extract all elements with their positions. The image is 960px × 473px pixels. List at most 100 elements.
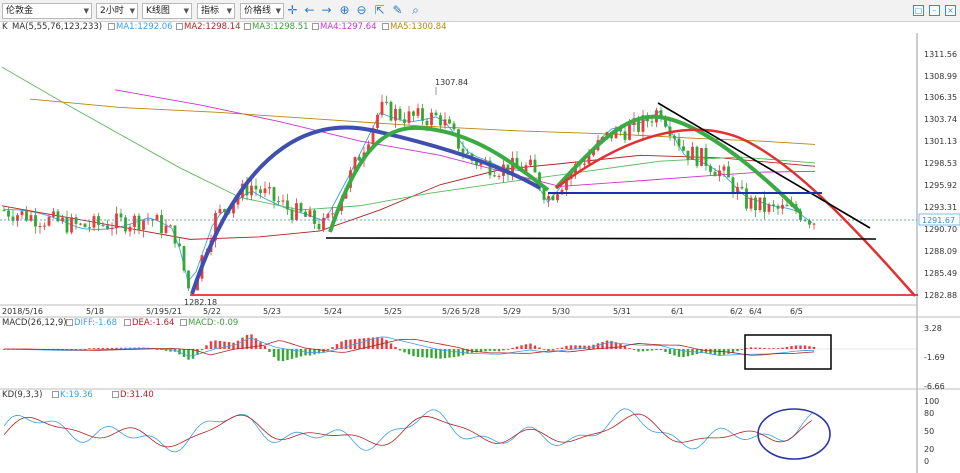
kd-d: D:31.40: [112, 390, 154, 401]
macd-histogram-bar: [461, 349, 465, 356]
macd-tick-label: -6.66: [924, 382, 945, 391]
candle-body: [421, 108, 424, 121]
candle-body: [358, 157, 361, 161]
indicator-value: 指标: [201, 6, 220, 16]
candle-body: [223, 209, 226, 213]
candle-body: [83, 223, 87, 228]
macd-histogram-bar: [776, 348, 780, 349]
ma4-checkbox[interactable]: [312, 23, 319, 30]
macd-histogram-bar: [88, 348, 91, 349]
indicator-select[interactable]: 指标 ▼: [197, 3, 235, 19]
candle-body: [700, 148, 703, 166]
macd-histogram-bar: [349, 339, 352, 349]
x-tick-label: 6/1: [671, 307, 684, 316]
candle-body: [641, 115, 645, 132]
candle-body: [389, 101, 393, 121]
arrow-left-icon[interactable]: ←: [304, 3, 315, 17]
macd-histogram-bar: [295, 349, 298, 358]
candle-body: [34, 215, 37, 227]
macd-histogram-bar: [241, 337, 244, 349]
macd-diff-line: [3, 336, 815, 357]
diff-checkbox[interactable]: [66, 319, 73, 326]
x-tick-label: 5/21: [164, 307, 182, 316]
macd-histogram-bar: [515, 346, 519, 349]
candle-body: [52, 211, 55, 217]
instrument-select[interactable]: 伦敦金 ▼: [2, 3, 92, 19]
ma5-checkbox[interactable]: [382, 23, 389, 30]
macd-histogram-bar: [502, 349, 505, 351]
macd-info-bar: MACD(26,12,9) DIFF:-1.68 DEA:-1.64 MACD:…: [0, 318, 400, 329]
candle-body: [511, 157, 514, 175]
panel-prefix: K: [2, 22, 8, 32]
x-tick-label: 6/4: [749, 307, 762, 316]
price-line-select[interactable]: 价格线 ▼: [240, 3, 284, 19]
green-arc-drawing-right: [554, 114, 802, 214]
candle-body: [407, 111, 411, 123]
candle-body: [587, 155, 591, 164]
candle-body: [475, 160, 478, 166]
candle-body: [403, 119, 406, 123]
macd-histogram-bar: [668, 349, 672, 354]
zoom-out-icon[interactable]: ⊖: [356, 3, 367, 17]
candle-body: [128, 226, 132, 232]
y-tick-label: 1295.92: [924, 181, 957, 190]
x-tick-label: 5/19: [146, 307, 164, 316]
x-tick-label: 2018/5/16: [2, 307, 43, 316]
chart-type-select[interactable]: K线图 ▼: [142, 3, 192, 19]
macd-histogram-bar: [475, 349, 478, 353]
y-tick-label: 1282.88: [924, 291, 957, 300]
candle-body: [605, 132, 609, 137]
candle-body: [236, 197, 240, 205]
chart-settings-icon[interactable]: ⇱: [374, 3, 385, 17]
candle-body: [533, 159, 537, 173]
macd-histogram-bar: [169, 349, 172, 352]
macd-histogram-bar: [646, 349, 649, 351]
macd-histogram-bar: [268, 349, 271, 352]
candle-body: [101, 224, 105, 226]
candle-body: [448, 119, 451, 124]
macd-checkbox[interactable]: [180, 319, 187, 326]
candle-body: [272, 187, 276, 202]
macd-histogram-bar: [286, 349, 289, 361]
candle-body: [169, 225, 172, 227]
candle-body: [812, 223, 816, 225]
zoom-in-icon[interactable]: ⊕: [339, 3, 350, 17]
y-tick-label: 1303.74: [924, 115, 957, 124]
x-tick-label: 5/26: [442, 307, 460, 316]
dea-checkbox[interactable]: [124, 319, 131, 326]
minimize-icon[interactable]: –: [929, 5, 940, 16]
kd-d-line: [3, 413, 813, 448]
pencil-icon[interactable]: ✎: [392, 3, 403, 17]
ma1-checkbox[interactable]: [108, 23, 115, 30]
crosshair-icon[interactable]: ✛: [287, 3, 298, 17]
k-checkbox[interactable]: [52, 391, 59, 398]
x-tick-label: 6/2: [730, 307, 743, 316]
candle-body: [322, 217, 325, 230]
candle-body: [29, 215, 33, 221]
macd-hist: MACD:-0.09: [180, 318, 238, 329]
macd-histogram-bar: [542, 349, 546, 350]
price-line-value: 价格线: [244, 6, 272, 16]
macd-histogram-bar: [299, 349, 303, 357]
macd-histogram-bar: [362, 338, 366, 349]
y-tick-label: 1290.70: [924, 225, 957, 234]
panel-layout-icon[interactable]: ▢: [913, 5, 924, 16]
d-checkbox[interactable]: [112, 391, 119, 398]
macd-panel: [0, 334, 917, 362]
candle-body: [376, 114, 379, 128]
close-icon[interactable]: ×: [945, 5, 956, 16]
candle-body: [371, 127, 375, 145]
period-select[interactable]: 2小时 ▼: [96, 3, 138, 19]
magnifier-icon[interactable]: ⌕: [412, 3, 419, 17]
candle-body: [178, 243, 181, 247]
macd-histogram-bar: [695, 349, 699, 355]
ma3-checkbox[interactable]: [244, 23, 251, 30]
candle-body: [110, 228, 114, 230]
arrow-right-icon[interactable]: →: [321, 3, 332, 17]
candle-body: [7, 210, 10, 217]
candle-body: [295, 203, 298, 220]
macd-histogram-bar: [101, 347, 105, 349]
ma2-checkbox[interactable]: [176, 23, 183, 30]
candle-body: [740, 186, 744, 189]
